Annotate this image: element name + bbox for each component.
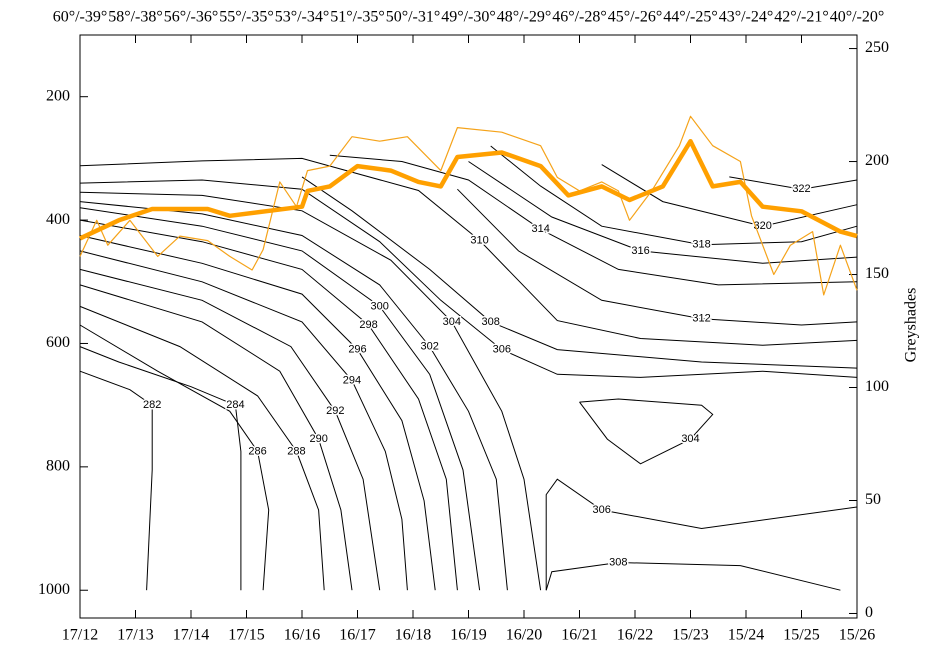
contour-label: 314 xyxy=(531,223,549,235)
contour-label: 290 xyxy=(309,433,327,445)
x-tick-label: 17/13 xyxy=(117,627,153,644)
top-tick-label: 55°/-35° xyxy=(219,9,274,26)
y2-tick-label: 100 xyxy=(865,378,889,395)
contour-line xyxy=(79,157,858,346)
contour-line xyxy=(79,324,270,591)
contour-label: 322 xyxy=(792,183,810,195)
contour-line xyxy=(579,398,714,465)
top-tick-label: 40°/-20° xyxy=(830,9,885,26)
contour-label: 284 xyxy=(226,399,244,411)
top-tick-label: 46°/-28° xyxy=(552,9,607,26)
contour-line xyxy=(79,179,858,378)
y2-tick-label: 50 xyxy=(865,491,881,508)
contour-line xyxy=(79,191,542,591)
contour-label: 292 xyxy=(326,405,344,417)
contour-line xyxy=(79,268,381,591)
contour-label: 304 xyxy=(443,316,461,328)
series-line xyxy=(79,115,858,296)
contour-line xyxy=(490,145,858,246)
contour-line xyxy=(729,176,858,190)
contour-line xyxy=(79,305,325,591)
contour-line xyxy=(468,161,858,264)
top-tick-label: 56°/-36° xyxy=(164,9,219,26)
x-tick-label: 15/23 xyxy=(672,627,708,644)
contour-label: 308 xyxy=(609,556,627,568)
x-tick-label: 17/12 xyxy=(62,627,98,644)
x-tick-label: 16/17 xyxy=(339,627,375,644)
contour-label: 296 xyxy=(348,344,366,356)
x-tick-label: 15/25 xyxy=(783,627,819,644)
contour-label: 302 xyxy=(420,340,438,352)
contour-label: 312 xyxy=(692,313,710,325)
x-tick-label: 16/18 xyxy=(395,627,431,644)
y-tick-label: 800 xyxy=(46,458,70,475)
contour-line xyxy=(79,370,153,591)
contour-line xyxy=(545,561,841,591)
x-tick-label: 16/21 xyxy=(561,627,597,644)
contour-line xyxy=(545,478,858,591)
contour-line xyxy=(79,219,458,591)
top-tick-label: 49°/-30° xyxy=(441,9,496,26)
contour-line xyxy=(79,284,353,591)
plot-frame xyxy=(79,34,858,619)
x-tick-label: 16/16 xyxy=(284,627,320,644)
y2-tick-label: 250 xyxy=(865,39,889,56)
x-tick-label: 17/14 xyxy=(173,627,209,644)
y2-axis-label: Greyshades xyxy=(903,288,920,363)
top-tick-label: 53°/-34° xyxy=(275,9,330,26)
series-line xyxy=(79,138,858,241)
contour-line xyxy=(301,176,858,369)
contour-label: 308 xyxy=(482,316,500,328)
y2-tick-label: 200 xyxy=(865,152,889,169)
x-tick-label: 15/26 xyxy=(839,627,875,644)
x-tick-label: 16/22 xyxy=(617,627,653,644)
contour-label: 300 xyxy=(371,300,389,312)
contour-label: 298 xyxy=(359,319,377,331)
contour-line xyxy=(79,346,242,591)
contour-line xyxy=(329,154,858,286)
contour-label: 286 xyxy=(248,445,266,457)
contour-label: 282 xyxy=(143,399,161,411)
contour-label: 306 xyxy=(493,344,511,356)
contour-label: 306 xyxy=(593,504,611,516)
y-tick-label: 400 xyxy=(46,211,70,228)
x-tick-label: 15/24 xyxy=(728,627,764,644)
top-tick-label: 44°/-25° xyxy=(663,9,718,26)
y-tick-label: 600 xyxy=(46,334,70,351)
contour-label: 318 xyxy=(692,239,710,251)
y2-tick-label: 150 xyxy=(865,265,889,282)
x-tick-label: 17/15 xyxy=(228,627,264,644)
x-tick-label: 16/19 xyxy=(450,627,486,644)
contour-line xyxy=(79,235,436,591)
contour-label: 316 xyxy=(631,245,649,257)
contour-line xyxy=(79,201,508,591)
contour-line xyxy=(79,207,481,591)
y-tick-label: 200 xyxy=(46,87,70,104)
top-tick-label: 48°/-29° xyxy=(497,9,552,26)
top-tick-label: 51°/-35° xyxy=(330,9,385,26)
top-tick-label: 45°/-26° xyxy=(608,9,663,26)
contour-line xyxy=(457,188,858,326)
contour-label: 304 xyxy=(681,433,699,445)
top-tick-label: 60°/-39° xyxy=(53,9,108,26)
y2-tick-label: 0 xyxy=(865,604,873,621)
contour-label: 288 xyxy=(287,445,305,457)
contour-label: 310 xyxy=(470,234,488,246)
top-tick-label: 50°/-31° xyxy=(386,9,441,26)
top-tick-label: 42°/-21° xyxy=(774,9,829,26)
top-tick-label: 58°/-38° xyxy=(108,9,163,26)
contour-label: 294 xyxy=(343,374,361,386)
contour-label: 320 xyxy=(753,220,771,232)
y-tick-label: 1000 xyxy=(38,581,70,598)
top-tick-label: 43°/-24° xyxy=(719,9,774,26)
x-tick-label: 16/20 xyxy=(506,627,542,644)
contour-line xyxy=(79,250,408,591)
